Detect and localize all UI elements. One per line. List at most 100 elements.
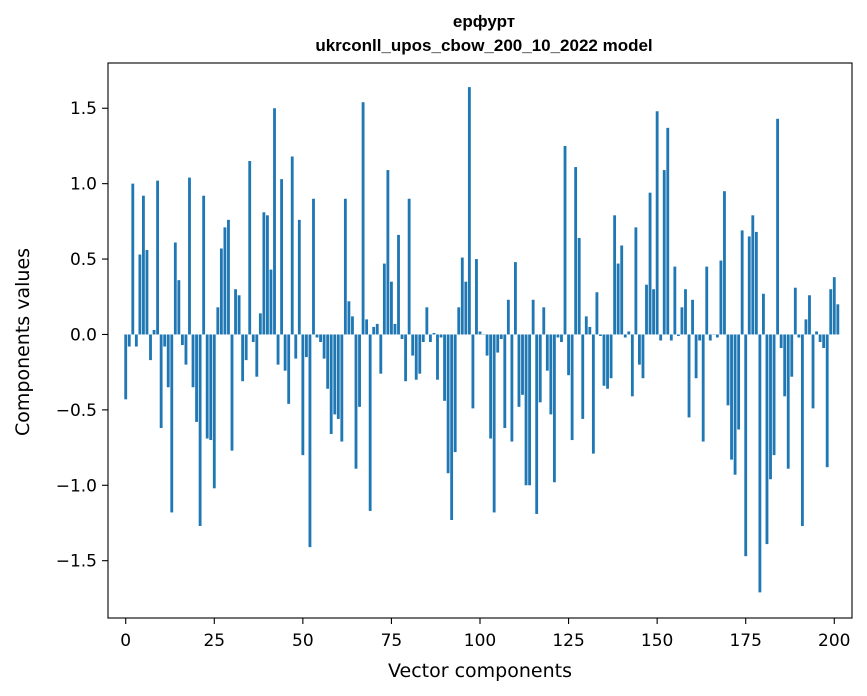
bar-118: [542, 307, 546, 335]
bar-46: [287, 334, 291, 404]
bar-150: [655, 111, 659, 335]
bar-57: [326, 334, 330, 389]
bar-196: [818, 334, 822, 343]
bar-85: [425, 307, 429, 335]
bars-group: [124, 87, 840, 593]
bar-157: [680, 307, 684, 335]
bar-129: [581, 334, 585, 419]
bar-6: [145, 250, 149, 335]
bar-175: [744, 334, 748, 557]
bar-72: [379, 334, 383, 374]
bar-17: [184, 334, 188, 365]
bar-88: [436, 334, 439, 380]
x-axis-ticks: 0 25 50 75 100 125 150 175 200: [120, 618, 851, 651]
bar-181: [765, 334, 769, 545]
bar-183: [772, 334, 776, 456]
bar-135: [602, 334, 606, 386]
bar-60: [336, 334, 340, 419]
bar-153: [666, 127, 670, 335]
bar-191: [800, 334, 804, 527]
bar-178: [754, 231, 758, 335]
bar-38: [258, 313, 262, 335]
bar-105: [496, 334, 500, 353]
bar-143: [630, 334, 634, 397]
bar-109: [510, 334, 514, 442]
bar-142: [627, 331, 631, 335]
bar-114: [528, 334, 532, 486]
bar-34: [244, 334, 248, 361]
bar-39: [262, 212, 266, 335]
bar-180: [762, 293, 765, 335]
bar-192: [804, 319, 808, 335]
bar-24: [209, 334, 213, 441]
x-tick-label: 75: [381, 631, 403, 651]
bar-186: [783, 334, 787, 397]
x-tick-label: 100: [464, 631, 496, 651]
y-tick-label: 1.5: [70, 99, 97, 119]
bar-199: [829, 289, 833, 335]
bar-133: [595, 292, 599, 335]
bar-97: [467, 87, 471, 335]
bar-149: [652, 289, 656, 335]
chart-subtitle: ukrconll_upos_cbow_200_10_2022 model: [315, 36, 652, 55]
bar-151: [659, 334, 663, 341]
bar-127: [574, 167, 578, 335]
bar-25: [212, 334, 216, 489]
bar-167: [715, 334, 719, 338]
bar-1: [127, 334, 131, 347]
bar-64: [351, 316, 354, 335]
bar-33: [241, 334, 245, 382]
bar-27: [219, 248, 223, 335]
bar-121: [552, 334, 556, 483]
bar-132: [591, 334, 595, 454]
bar-182: [769, 334, 772, 480]
bar-130: [584, 316, 588, 335]
bar-79: [404, 334, 408, 382]
bar-176: [747, 236, 751, 335]
bar-194: [811, 334, 815, 409]
x-tick-label: 200: [818, 631, 850, 651]
bar-148: [648, 192, 652, 335]
bar-5: [142, 195, 145, 335]
bar-8: [152, 329, 156, 335]
bar-30: [230, 334, 234, 451]
bar-126: [570, 334, 574, 441]
bar-20: [195, 334, 198, 422]
bar-190: [797, 334, 801, 338]
x-axis-label: Vector components: [388, 660, 572, 682]
bar-145: [638, 334, 641, 365]
bar-198: [825, 334, 829, 468]
bar-187: [786, 334, 790, 469]
bar-162: [698, 334, 702, 341]
bar-19: [191, 334, 195, 388]
bar-134: [599, 334, 602, 336]
bar-98: [471, 334, 475, 409]
bar-154: [669, 334, 673, 341]
bar-137: [609, 334, 613, 379]
x-tick-label: 125: [552, 631, 584, 651]
bar-141: [623, 334, 627, 338]
bar-195: [815, 331, 818, 335]
bar-184: [776, 118, 780, 335]
bar-185: [779, 334, 783, 349]
bar-55: [319, 334, 322, 343]
bar-71: [375, 323, 379, 335]
bar-70: [372, 326, 376, 335]
bar-48: [294, 334, 298, 359]
bar-91: [446, 334, 450, 474]
bar-23: [205, 334, 209, 439]
bar-107: [503, 334, 507, 428]
y-axis-ticks: −1.5 −1.0 −0.5 0.0 0.5 1.0 1.5: [56, 99, 108, 572]
bar-169: [723, 191, 726, 335]
bar-14: [173, 242, 177, 335]
bar-31: [234, 289, 237, 335]
bar-125: [567, 334, 570, 376]
bar-138: [613, 215, 617, 335]
bar-201: [836, 304, 840, 335]
bar-54: [315, 334, 319, 338]
bar-68: [365, 319, 369, 335]
bar-36: [251, 334, 255, 343]
bar-53: [312, 198, 315, 335]
bar-164: [705, 266, 709, 335]
bar-120: [549, 334, 553, 415]
